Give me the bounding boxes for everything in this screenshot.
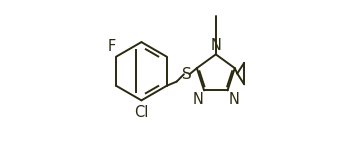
Text: S: S	[182, 67, 192, 82]
Text: Cl: Cl	[134, 105, 149, 120]
Text: N: N	[228, 92, 239, 107]
Text: F: F	[107, 39, 115, 54]
Text: N: N	[211, 38, 221, 53]
Text: N: N	[193, 92, 203, 107]
